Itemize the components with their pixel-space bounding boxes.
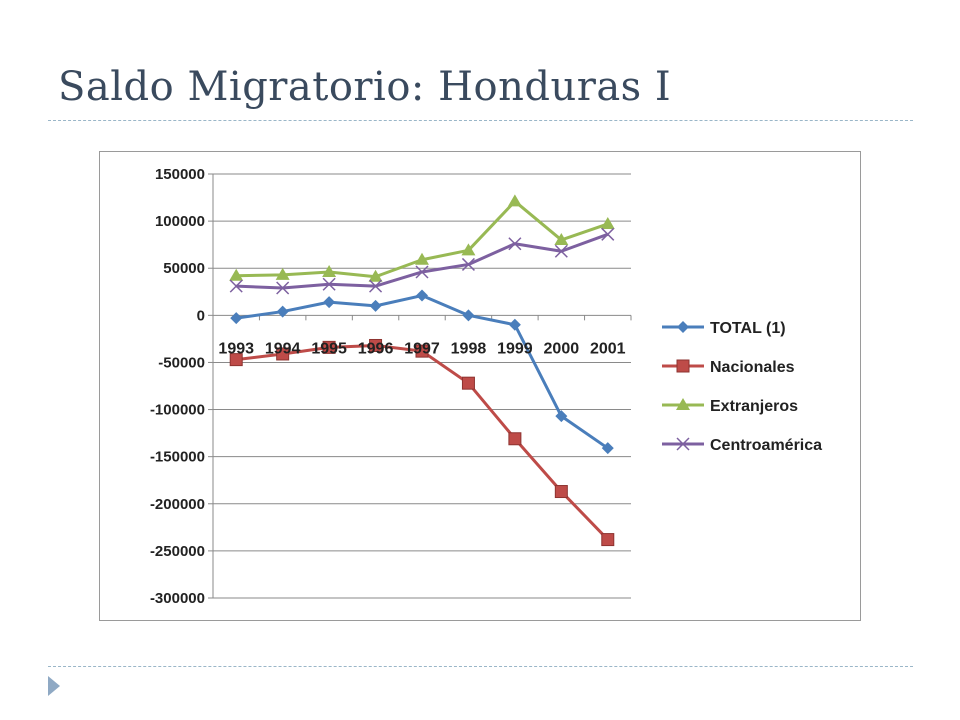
x-tick-label: 1998: [451, 340, 487, 357]
chart-area: 150000 100000 50000 0 -50000 -100000 -150000 -2…: [99, 151, 861, 621]
data-point: [508, 237, 522, 251]
legend-label: Extranjeros: [710, 398, 798, 415]
line-chart: 150000 100000 50000 0 -50000 -100000 -150000 -2…: [150, 166, 822, 607]
data-point: [554, 244, 568, 258]
legend-marker: [676, 398, 690, 410]
y-tick-label: 0: [197, 307, 205, 324]
data-point: [322, 264, 337, 277]
footer-divider: [48, 666, 913, 667]
x-tick-labels: 1993 1994 1995 1996 1997 1998 1999 2000 2001: [218, 340, 625, 357]
data-point: [508, 432, 522, 446]
legend-item: Nacionales: [662, 359, 795, 376]
data-point: [555, 410, 568, 423]
y-tick-label: 50000: [163, 260, 205, 277]
data-point: [229, 279, 243, 293]
legend-label: Centroamérica: [710, 437, 822, 454]
series-total-1-: [230, 289, 614, 455]
y-tick-label: -150000: [150, 449, 205, 466]
data-point: [276, 281, 290, 295]
x-tick-label: 1995: [311, 340, 347, 357]
data-point: [600, 216, 615, 229]
data-point: [462, 309, 475, 322]
x-tick-label: 1997: [404, 340, 440, 357]
series-lines: [229, 194, 615, 547]
legend-label: Nacionales: [710, 359, 795, 376]
data-point: [461, 257, 475, 271]
data-point: [461, 243, 476, 256]
data-point: [276, 305, 289, 318]
data-point: [369, 299, 382, 312]
y-tick-label: -250000: [150, 543, 205, 560]
legend-marker: [676, 437, 690, 451]
legend-item: Extranjeros: [662, 398, 798, 415]
data-point: [601, 533, 615, 547]
axes: 150000 100000 50000 0 -50000 -100000 -150000 -2…: [150, 166, 632, 607]
data-point: [554, 232, 569, 245]
y-tick-label: 100000: [155, 213, 205, 230]
data-point: [230, 312, 243, 325]
legend-label: TOTAL (1): [710, 320, 786, 337]
data-point: [229, 353, 243, 367]
data-point: [275, 267, 290, 280]
data-point: [322, 277, 336, 291]
data-point: [323, 296, 336, 309]
data-point: [369, 338, 383, 352]
data-point: [415, 344, 429, 358]
data-point: [415, 252, 429, 265]
legend-item: TOTAL (1): [662, 320, 786, 337]
data-point: [369, 279, 383, 293]
data-point: [601, 227, 615, 241]
data-point: [368, 269, 383, 282]
legend-item: Centroamérica: [662, 437, 822, 454]
data-point: [276, 347, 290, 361]
data-point: [322, 340, 336, 354]
y-tick-label: -200000: [150, 496, 205, 513]
x-tick-label: 1996: [358, 340, 394, 357]
series-nacionales: [229, 338, 615, 547]
y-tick-label: -100000: [150, 402, 205, 419]
x-tick-label: 2001: [590, 340, 626, 357]
data-point: [508, 318, 521, 331]
series-line: [236, 199, 609, 279]
y-tick-label: -300000: [150, 590, 205, 607]
x-tick-label: 1993: [218, 340, 254, 357]
series-line: [236, 294, 609, 450]
data-point: [461, 376, 475, 390]
series-line: [236, 343, 609, 541]
data-point: [507, 194, 522, 207]
legend: TOTAL (1) Nacionales Extranjeros Centroamér…: [662, 320, 822, 454]
data-point: [416, 289, 428, 302]
data-point: [229, 268, 244, 281]
title-divider: [48, 120, 913, 121]
series-centroam-rica: [229, 227, 615, 295]
page-title: Saldo Migratorio: Honduras I: [58, 64, 672, 110]
x-tick-label: 2000: [544, 340, 580, 357]
x-tick-label: 1999: [497, 340, 533, 357]
legend-marker: [677, 321, 689, 333]
data-point: [554, 485, 568, 499]
x-tick-label: 1994: [265, 340, 301, 357]
legend-marker: [676, 359, 690, 373]
data-point: [415, 265, 429, 279]
series-extranjeros: [229, 194, 615, 282]
y-tick-label: 150000: [155, 166, 205, 183]
data-point: [601, 442, 614, 455]
y-tick-label: -50000: [158, 354, 205, 371]
triangle-right-icon: [48, 676, 60, 696]
